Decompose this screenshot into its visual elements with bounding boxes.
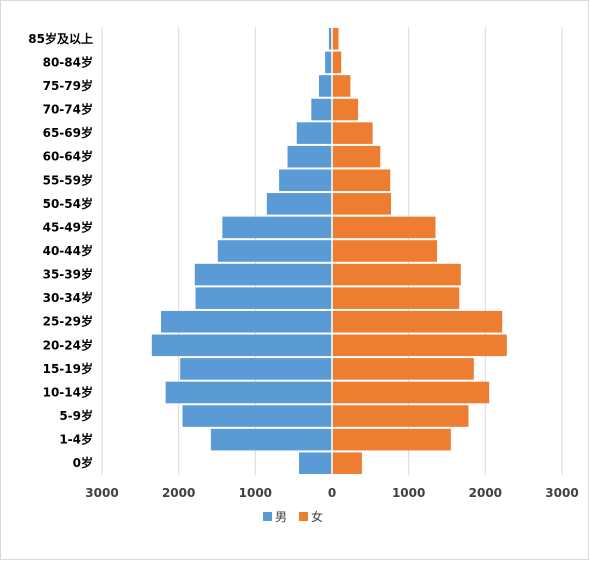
female-bar-7 [332, 193, 392, 215]
legend-label-male: 男 [275, 510, 287, 524]
category-label-18: 0岁 [73, 455, 93, 470]
female-bar-9 [332, 240, 438, 262]
category-label-4: 65-69岁 [43, 125, 93, 140]
male-bar-6 [279, 169, 332, 192]
female-bar-14 [332, 358, 474, 380]
x-tick-label-3: 0 [328, 486, 336, 500]
category-label-11: 30-34岁 [43, 290, 93, 305]
female-bar-15 [332, 381, 490, 404]
x-tick-label-5: 2000 [469, 486, 502, 500]
male-bar-17 [210, 428, 332, 451]
female-bar-16 [332, 405, 469, 427]
category-label-10: 35-39岁 [43, 267, 93, 282]
category-labels: 85岁及以上 80-84岁 75-79岁 70-74岁 65-69岁 60-64岁 55-5… [28, 31, 93, 470]
category-label-2: 75-79岁 [43, 78, 93, 93]
female-bar-3 [332, 98, 359, 121]
female-bar-12 [332, 310, 503, 333]
male-bar-13 [151, 334, 332, 357]
female-bar-0 [332, 28, 339, 50]
female-bar-18 [332, 452, 362, 474]
x-tick-label-6: 3000 [545, 486, 578, 500]
x-tick-label-4: 1000 [392, 486, 425, 500]
male-bar-7 [266, 193, 332, 215]
female-bar-1 [332, 51, 342, 74]
category-label-1: 80-84岁 [43, 54, 93, 69]
female-bar-2 [332, 75, 351, 97]
female-bar-4 [332, 122, 373, 144]
category-label-6: 55-59岁 [43, 172, 93, 187]
category-label-3: 70-74岁 [43, 102, 93, 117]
female-bar-10 [332, 263, 461, 286]
legend-swatch-female [299, 512, 308, 521]
male-bar-15 [165, 381, 332, 404]
x-tick-label-2: 1000 [239, 486, 272, 500]
male-bar-11 [195, 287, 332, 309]
female-bar-6 [332, 169, 391, 192]
category-label-5: 60-64岁 [43, 149, 93, 164]
female-bar-17 [332, 428, 451, 451]
male-bar-1 [325, 51, 332, 74]
legend-label-female: 女 [311, 509, 323, 524]
x-tick-label-1: 2000 [162, 486, 195, 500]
male-bar-8 [222, 216, 332, 239]
male-bar-10 [194, 263, 332, 286]
category-label-8: 45-49岁 [43, 219, 93, 234]
category-label-15: 10-14岁 [43, 384, 93, 399]
category-label-9: 40-44岁 [43, 243, 93, 258]
female-bar-5 [332, 145, 381, 168]
male-bar-4 [296, 122, 332, 144]
bars [151, 28, 507, 474]
male-bar-18 [299, 452, 332, 474]
category-label-7: 50-54岁 [43, 196, 93, 211]
x-tick-labels: 3000 2000 1000 0 1000 2000 3000 [85, 486, 578, 500]
category-label-14: 15-19岁 [43, 361, 93, 376]
legend-swatch-male [263, 512, 272, 521]
category-label-12: 25-29岁 [43, 314, 93, 329]
male-bar-3 [311, 98, 332, 121]
category-label-16: 5-9岁 [59, 408, 93, 423]
male-bar-2 [318, 75, 332, 97]
male-bar-0 [328, 28, 332, 50]
male-bar-5 [287, 145, 332, 168]
female-bar-13 [332, 334, 507, 357]
male-bar-14 [180, 358, 332, 380]
legend: 男女 [263, 509, 323, 524]
category-label-13: 20-24岁 [43, 337, 93, 352]
category-label-17: 1-4岁 [59, 432, 93, 447]
male-bar-9 [217, 240, 332, 262]
male-bar-16 [182, 405, 332, 427]
male-bar-12 [161, 310, 332, 333]
female-bar-11 [332, 287, 460, 309]
category-label-0: 85岁及以上 [28, 31, 93, 46]
x-tick-label-0: 3000 [85, 486, 118, 500]
female-bar-8 [332, 216, 436, 239]
